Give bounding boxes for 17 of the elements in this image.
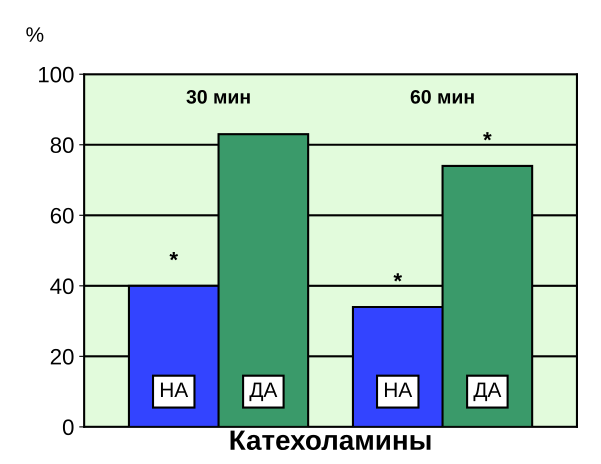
y-tick-label: 0 (62, 419, 74, 436)
y-tick-label: 60 (50, 208, 74, 224)
y-tick-label: 40 (50, 278, 74, 294)
data-label: * (169, 252, 178, 260)
x-tick-label: 30 мин (186, 90, 250, 104)
y-axis-title: % (26, 27, 44, 42)
x-axis-title: Катехоламины (230, 430, 430, 450)
series-label: ДА (250, 382, 278, 402)
series-label: НА (160, 382, 188, 398)
x-tick-label: 60 мин (410, 90, 474, 104)
text: ДА (474, 382, 502, 402)
data-label: * (393, 273, 402, 282)
text: НА (384, 382, 412, 398)
data-label: * (483, 132, 492, 140)
y-tick-label: 80 (50, 137, 74, 154)
y-tick-label: 100 (39, 66, 74, 83)
y-tick-label: 20 (50, 348, 74, 365)
